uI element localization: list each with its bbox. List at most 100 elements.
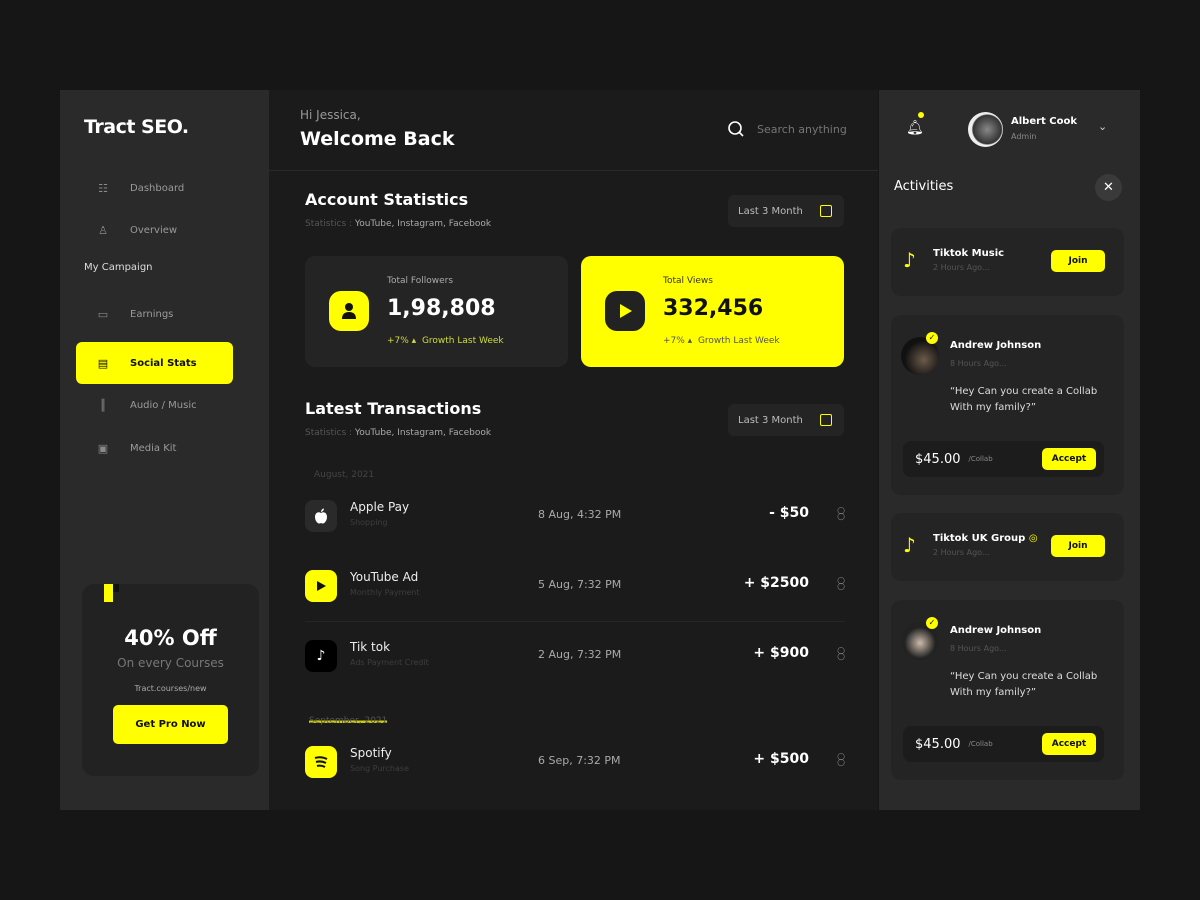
more-options-icon[interactable]: ○ ○	[837, 506, 845, 522]
calendar-icon	[820, 414, 832, 426]
stat-value: 1,98,808	[387, 296, 496, 321]
account-statistics-subtitle: Statistics : YouTube, Instagram, Faceboo…	[305, 219, 491, 229]
transaction-row[interactable]: ♪ Tik tok Ads Payment Credit 2 Aug, 7:32…	[305, 632, 845, 682]
tx-amount: + $2500	[743, 575, 809, 591]
calendar-icon	[820, 205, 832, 217]
activity-message: “Hey Can you create a Collab With my fam…	[950, 671, 1098, 698]
stat-growth: +7% ▴ Growth Last Week	[663, 336, 780, 346]
chevron-down-icon[interactable]: ⌄	[1098, 120, 1108, 133]
price-unit: /Collab	[968, 455, 993, 463]
tx-name: Apple Pay	[350, 500, 410, 514]
search-input[interactable]	[757, 122, 867, 136]
main-content: Hi Jessica, Welcome Back Account Statist…	[269, 90, 878, 810]
growth-label: Growth Last Week	[421, 336, 504, 346]
activity-time: 2 Hours Ago...	[933, 548, 990, 557]
tiktok-icon: ♪	[305, 640, 337, 672]
sub-value: YouTube, Instagram, Facebook	[354, 428, 492, 438]
sidebar-item-earnings[interactable]: ▭ Earnings	[76, 293, 233, 335]
tx-amount: + $500	[753, 751, 809, 767]
activity-message: “Hey Can you create a Collab With my fam…	[950, 386, 1098, 413]
stat-value: 332,456	[663, 296, 764, 321]
price-row: $45.00/Collab Accept	[903, 726, 1104, 762]
price: $45.00	[915, 451, 961, 467]
tx-desc: Song Purchase	[350, 764, 409, 773]
period-select[interactable]: Last 3 Month	[728, 195, 844, 227]
sidebar-item-media-kit[interactable]: ▣ Media Kit	[76, 427, 233, 469]
followers-card: Total Followers 1,98,808 +7% ▴ Growth La…	[305, 256, 568, 367]
verified-icon: ✓	[926, 332, 938, 344]
more-options-icon[interactable]: ○ ○	[837, 576, 845, 592]
notification-dot	[918, 112, 924, 118]
activity-time: 8 Hours Ago...	[950, 644, 1007, 653]
youtube-icon	[305, 570, 337, 602]
greeting: Hi Jessica,	[300, 108, 361, 122]
activity-card: ✓ Andrew Johnson 8 Hours Ago... “Hey Can…	[891, 600, 1124, 780]
month-group-label: August, 2021	[314, 470, 375, 480]
verified-icon: ✓	[926, 617, 938, 629]
promo-card: 40% Off On every Courses Tract.courses/n…	[82, 584, 259, 776]
tx-name: Spotify	[350, 746, 392, 760]
activity-time: 2 Hours Ago...	[933, 263, 990, 272]
sidebar-item-social-stats[interactable]: ▤ Social Stats	[76, 342, 233, 384]
activity-title: Tiktok UK Group ◎	[933, 533, 1038, 544]
avatar[interactable]	[968, 112, 1003, 147]
promo-title: 40% Off	[124, 626, 217, 650]
promo-url[interactable]: Tract.courses/new	[134, 684, 207, 693]
sub-value: YouTube, Instagram, Facebook	[354, 219, 492, 229]
tiktok-icon: ♪	[903, 248, 916, 272]
nav-label: Overview	[130, 224, 178, 236]
tx-amount: - $50	[769, 505, 809, 521]
nav-label: Dashboard	[130, 182, 185, 194]
transaction-row[interactable]: Apple Pay Shopping 8 Aug, 4:32 PM - $50 …	[305, 492, 845, 542]
stat-label: Total Views	[663, 276, 713, 286]
play-icon	[605, 291, 645, 331]
period-select[interactable]: Last 3 Month	[728, 404, 844, 436]
join-button[interactable]: Join	[1051, 250, 1105, 272]
growth-value: +7% ▴	[663, 336, 693, 346]
growth-value: +7% ▴	[387, 336, 417, 346]
apple-icon	[305, 500, 337, 532]
nav-label: Social Stats	[130, 357, 197, 369]
user-role: Admin	[1011, 132, 1037, 141]
tx-amount: + $900	[753, 645, 809, 661]
more-options-icon[interactable]: ○ ○	[837, 752, 845, 768]
nav-label: Media Kit	[130, 442, 177, 454]
tx-date: 2 Aug, 7:32 PM	[538, 648, 622, 661]
search-bar[interactable]	[727, 120, 867, 138]
transaction-row[interactable]: Spotify Song Purchase 6 Sep, 7:32 PM + $…	[305, 738, 845, 788]
stat-growth: +7% ▴ Growth Last Week	[387, 336, 504, 346]
transaction-row[interactable]: YouTube Ad Monthly Payment 5 Aug, 7:32 P…	[305, 562, 845, 612]
search-icon	[728, 121, 744, 137]
tx-date: 6 Sep, 7:32 PM	[538, 754, 621, 767]
tx-desc: Ads Payment Credit	[350, 658, 429, 667]
wallet-icon: ▭	[97, 307, 109, 321]
accept-button[interactable]: Accept	[1042, 448, 1096, 470]
more-options-icon[interactable]: ○ ○	[837, 646, 845, 662]
tx-date: 8 Aug, 4:32 PM	[538, 508, 622, 521]
sub-label: Statistics :	[305, 428, 353, 438]
activity-card: ♪ Tiktok Music 2 Hours Ago... Join	[891, 228, 1124, 296]
nav-label: Earnings	[130, 308, 174, 320]
box-icon: ▣	[97, 441, 109, 455]
tx-date: 5 Aug, 7:32 PM	[538, 578, 622, 591]
growth-label: Growth Last Week	[697, 336, 780, 346]
activity-card: ♪ Tiktok UK Group ◎ 2 Hours Ago... Join	[891, 513, 1124, 581]
tx-desc: Shopping	[350, 518, 388, 527]
join-button[interactable]: Join	[1051, 535, 1105, 557]
accept-button[interactable]: Accept	[1042, 733, 1096, 755]
sidebar-item-overview[interactable]: ♙ Overview	[76, 209, 233, 251]
close-icon[interactable]: ✕	[1095, 174, 1122, 201]
get-pro-button[interactable]: Get Pro Now	[113, 705, 228, 744]
transactions-title: Latest Transactions	[305, 399, 482, 418]
period-label: Last 3 Month	[738, 414, 803, 426]
sidebar-item-dashboard[interactable]: ☷ Dashboard	[76, 167, 233, 209]
activities-title: Activities	[894, 179, 954, 194]
sidebar-item-audio-music[interactable]: ║ Audio / Music	[76, 384, 233, 426]
views-card: Total Views 332,456 +7% ▴ Growth Last We…	[581, 256, 844, 367]
tx-desc: Monthly Payment	[350, 588, 420, 597]
sub-label: Statistics :	[305, 219, 353, 229]
price-row: $45.00/Collab Accept	[903, 441, 1104, 477]
user-icon	[329, 291, 369, 331]
activity-name: Andrew Johnson	[950, 340, 1042, 351]
bell-icon[interactable]: 🔔︎	[906, 112, 924, 136]
